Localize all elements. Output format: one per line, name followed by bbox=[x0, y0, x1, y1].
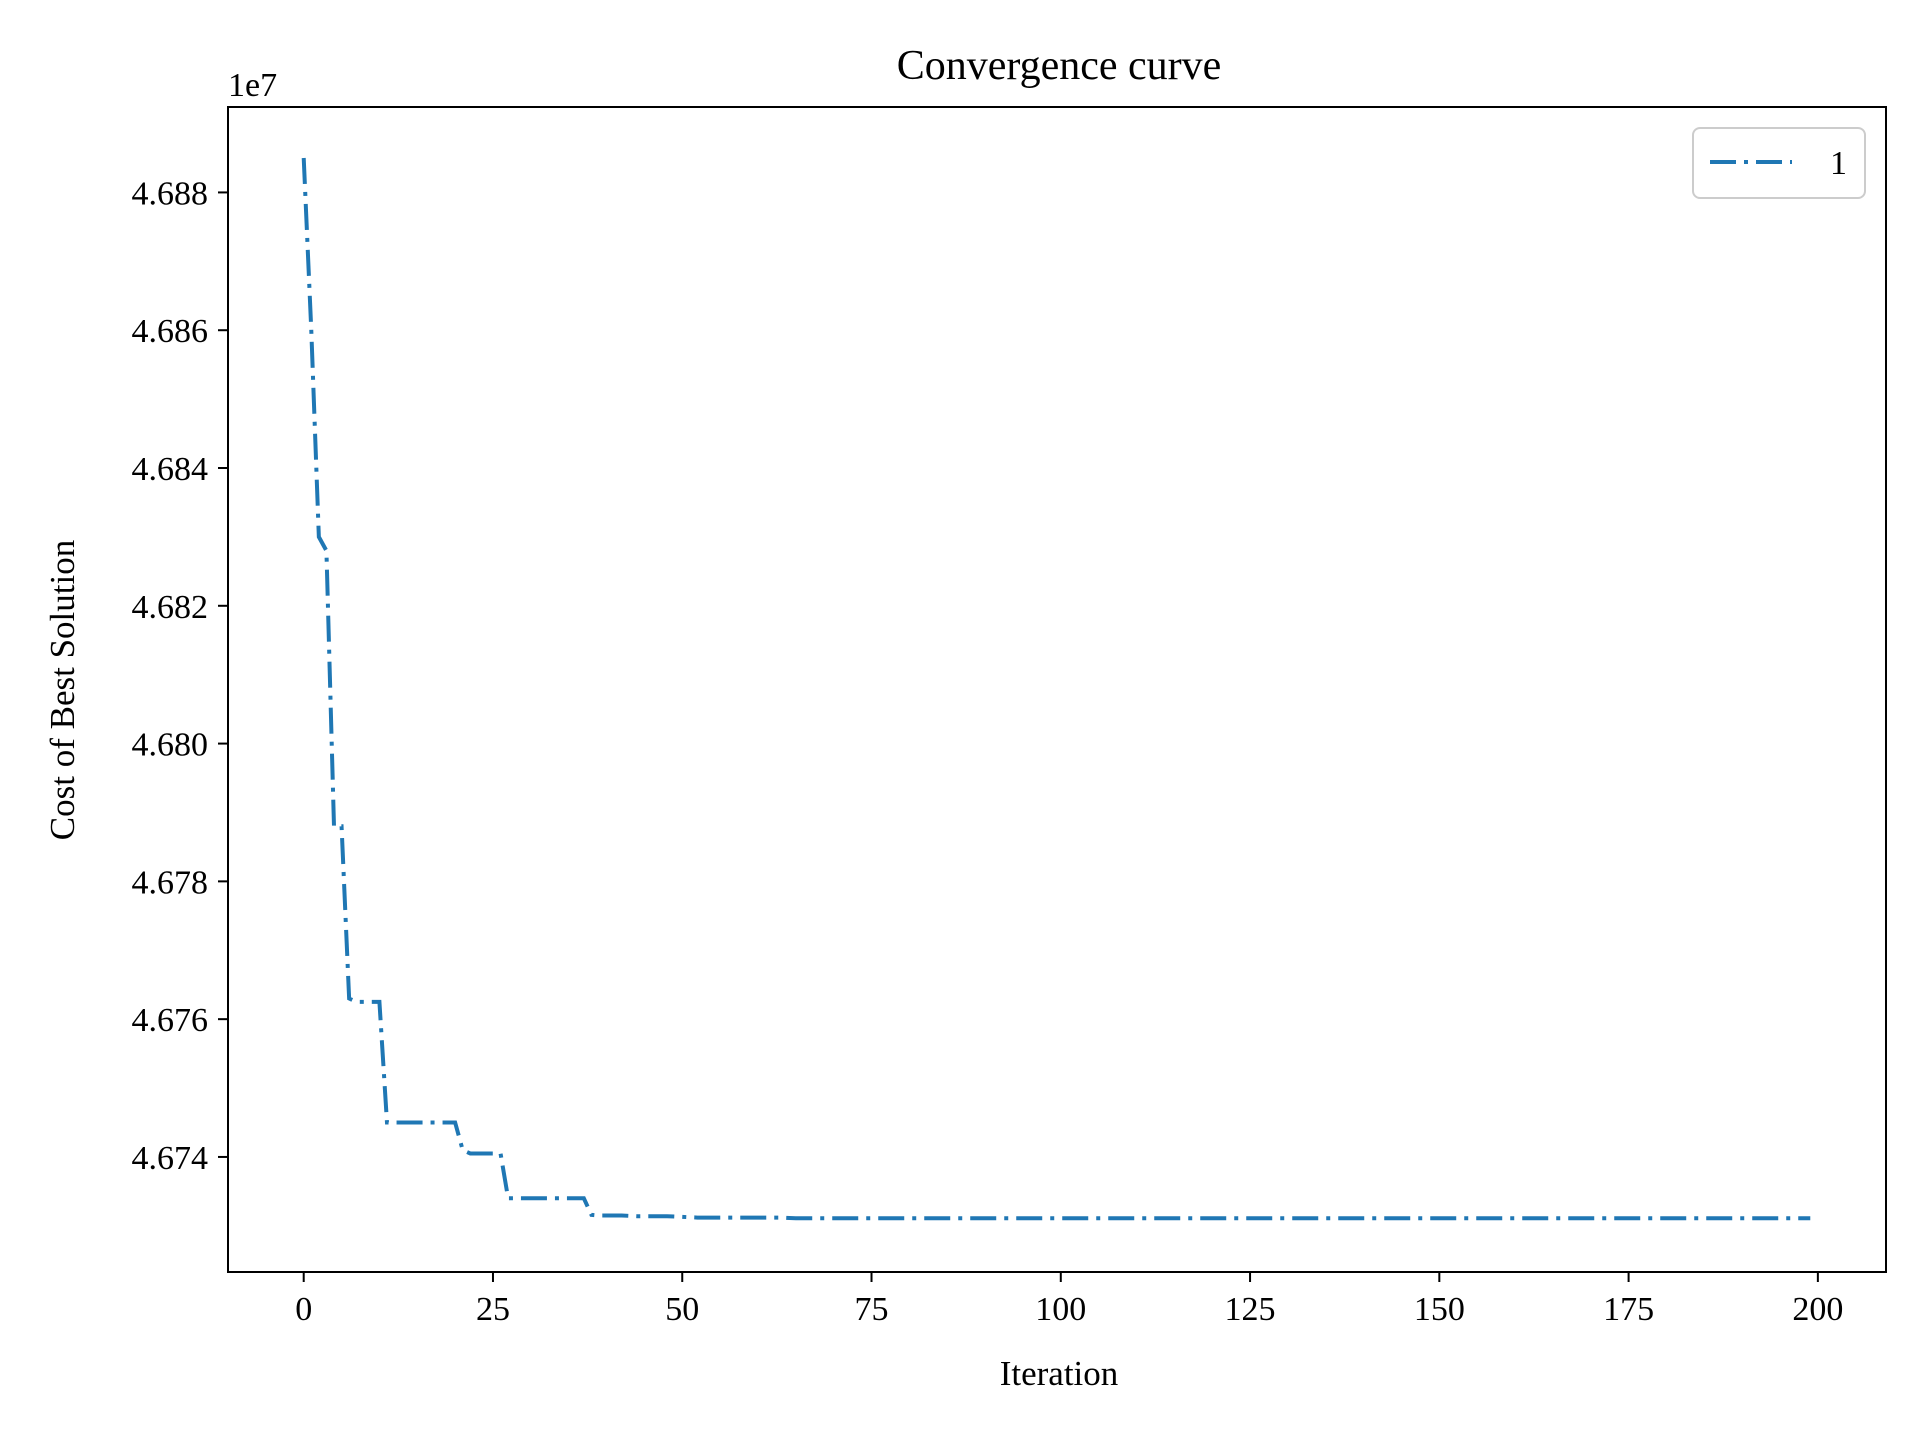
y-tick-label: 4.682 bbox=[132, 589, 209, 626]
x-tick-label: 75 bbox=[855, 1291, 889, 1328]
x-tick-label: 0 bbox=[295, 1291, 312, 1328]
x-tick-label: 100 bbox=[1035, 1291, 1086, 1328]
plot-frame bbox=[227, 106, 1887, 1273]
y-tick-label: 4.686 bbox=[132, 313, 209, 350]
legend: 1 bbox=[1692, 127, 1866, 199]
chart-title: Convergence curve bbox=[897, 43, 1222, 89]
x-axis-label: Iteration bbox=[1000, 1354, 1119, 1393]
y-tick-label: 4.680 bbox=[132, 727, 209, 764]
series-line-1 bbox=[301, 157, 1811, 1221]
y-tick-label: 4.674 bbox=[132, 1140, 209, 1177]
x-tick-label: 25 bbox=[476, 1291, 510, 1328]
series-layer bbox=[301, 157, 1811, 1221]
axis-ticks: 0 25 50 75 100 125 150 175 200 4.674 4.676 4.678 4.6… bbox=[132, 175, 1844, 1328]
x-tick-label: 150 bbox=[1414, 1291, 1465, 1328]
x-tick-label: 125 bbox=[1225, 1291, 1276, 1328]
y-tick-label: 4.676 bbox=[132, 1002, 209, 1039]
y-tick-label: 4.684 bbox=[132, 451, 209, 488]
x-tick-label: 50 bbox=[665, 1291, 699, 1328]
x-tick-label: 175 bbox=[1603, 1291, 1654, 1328]
y-axis-label: Cost of Best Solution bbox=[43, 540, 82, 840]
y-axis-offset-label: 1e7 bbox=[228, 67, 277, 104]
x-tick-label: 200 bbox=[1792, 1291, 1843, 1328]
legend-label: 1 bbox=[1830, 145, 1847, 182]
y-tick-label: 4.678 bbox=[132, 864, 209, 901]
y-tick-label: 4.688 bbox=[132, 175, 209, 212]
